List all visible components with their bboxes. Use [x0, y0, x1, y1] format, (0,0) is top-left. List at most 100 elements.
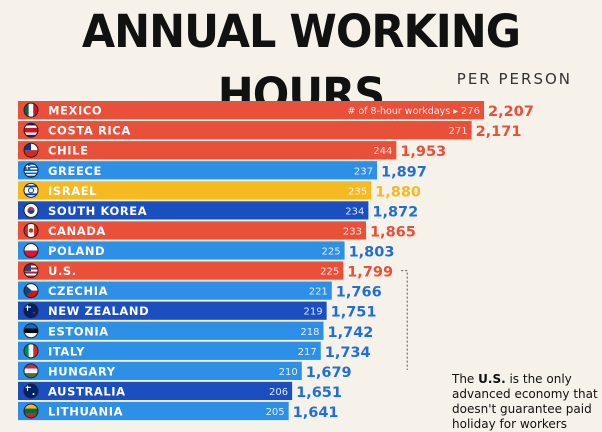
bar-italy [18, 341, 321, 360]
note-before: The [452, 372, 479, 386]
bar-australia [18, 381, 293, 401]
hours-value: 1,953 [400, 144, 446, 160]
bar-row-8: U.S. 225 1,799 [18, 261, 393, 281]
bar-row-12: ITALY 217 1,734 [18, 341, 371, 361]
country-label: ISRAEL [48, 184, 97, 198]
workdays-value: 234 [345, 206, 364, 217]
workdays-value: 217 [298, 347, 317, 358]
bar-hungary [18, 361, 302, 380]
bar-lithuania [18, 401, 289, 421]
new-zealand-flag [23, 303, 39, 319]
country-label: CZECHIA [48, 284, 108, 298]
chile-flag [23, 142, 39, 158]
bar-row-6: CANADA 233 1,865 [18, 221, 416, 240]
workdays-value: 219 [304, 307, 323, 318]
canada-flag [23, 222, 39, 238]
hours-value: 1,742 [328, 325, 374, 341]
czechia-flag [23, 283, 39, 299]
country-label: POLAND [48, 244, 105, 258]
bar-row-1: COSTA RICA 271 2,171 [18, 121, 521, 140]
bar-row-5: SOUTH KOREA 234 1,872 [18, 201, 418, 220]
bar-costa-rica [18, 121, 472, 140]
workdays-value: 210 [279, 367, 298, 378]
hours-value: 1,803 [349, 245, 395, 261]
italy-flag [23, 343, 39, 359]
bar-canada [18, 221, 366, 240]
poland-flag [23, 243, 39, 259]
country-label: ITALY [48, 344, 85, 358]
country-label: LITHUANIA [48, 405, 123, 419]
bar-new-zealand [18, 301, 327, 320]
bar-row-14: AUSTRALIA 206 1,651 [18, 381, 342, 401]
note-bold: U.S. [478, 372, 506, 386]
greece-flag [23, 162, 39, 178]
hours-value: 1,799 [347, 265, 393, 281]
bar-row-0: MEXICO 276 2,207 # of 8-hour workdays ▸ [18, 101, 534, 120]
bar-row-10: NEW ZEALAND 219 1,751 [18, 301, 377, 321]
bar-row-9: CZECHIA 221 1,766 [18, 281, 382, 301]
workdays-value: 225 [320, 267, 339, 278]
hours-value: 1,865 [370, 224, 416, 240]
hungary-flag [23, 363, 39, 379]
bar-estonia [18, 321, 324, 340]
hours-value: 1,872 [372, 204, 418, 220]
hours-value: 1,751 [331, 305, 377, 321]
bar-czechia [18, 281, 332, 300]
mexico-flag [23, 102, 39, 118]
us-note-leader [401, 270, 408, 370]
bar-greece [18, 161, 378, 180]
bar-mexico [18, 101, 484, 120]
bar-row-2: CHILE 244 1,953 [18, 141, 446, 160]
bar-chile [18, 141, 397, 160]
bar-row-15: LITHUANIA 205 1,641 [18, 401, 339, 421]
country-label: CANADA [48, 224, 106, 238]
workdays-value: 271 [448, 126, 467, 137]
note-after: is the only advanced economy that doesn'… [452, 372, 598, 431]
bar-south-korea [18, 201, 369, 220]
workdays-value: 206 [269, 387, 288, 398]
costa-rica-flag [23, 122, 39, 138]
us-note: The U.S. is the only advanced economy th… [452, 372, 602, 432]
us-flag [23, 263, 39, 279]
hours-value: 2,171 [476, 124, 522, 140]
country-label: HUNGARY [48, 364, 116, 378]
country-label: ESTONIA [48, 324, 109, 338]
country-label: AUSTRALIA [48, 384, 126, 398]
israel-flag [23, 182, 39, 198]
south-korea-flag [23, 202, 39, 218]
hours-value: 2,207 [488, 104, 534, 120]
workdays-value: 221 [309, 287, 328, 298]
bar-row-13: HUNGARY 210 1,679 [18, 361, 352, 381]
workdays-value: 235 [348, 186, 367, 197]
bar-poland [18, 241, 345, 260]
australia-flag [23, 383, 39, 399]
hours-value: 1,880 [375, 184, 421, 200]
hours-value: 1,679 [306, 365, 352, 381]
workdays-value: 237 [354, 166, 373, 177]
workdays-value: 218 [300, 327, 319, 338]
workdays-value: 225 [321, 247, 340, 258]
hours-value: 1,641 [293, 405, 339, 421]
hours-value: 1,734 [325, 345, 371, 361]
country-label: CHILE [48, 144, 89, 158]
estonia-flag [23, 323, 39, 339]
bar-row-3: GREECE 237 1,897 [18, 161, 427, 180]
chart-title: ANNUAL WORKING HOURS [81, 6, 521, 122]
bar-row-4: ISRAEL 235 1,880 [18, 181, 421, 200]
bar-row-11: ESTONIA 218 1,742 [18, 321, 374, 341]
workdays-value: 276 [461, 106, 480, 117]
country-label: SOUTH KOREA [48, 204, 147, 218]
bar-israel [18, 181, 372, 200]
lithuania-flag [23, 403, 39, 419]
workdays-value: 233 [343, 226, 362, 237]
chart-subtitle: PER PERSON [456, 70, 572, 88]
bar-u-s- [18, 261, 344, 280]
workdays-value: 205 [266, 407, 285, 418]
country-label: NEW ZEALAND [48, 304, 149, 318]
bar-row-7: POLAND 225 1,803 [18, 241, 395, 261]
country-label: U.S. [48, 264, 77, 278]
hours-value: 1,766 [336, 285, 382, 301]
workdays-value: 244 [373, 146, 392, 157]
country-label: MEXICO [48, 104, 102, 118]
